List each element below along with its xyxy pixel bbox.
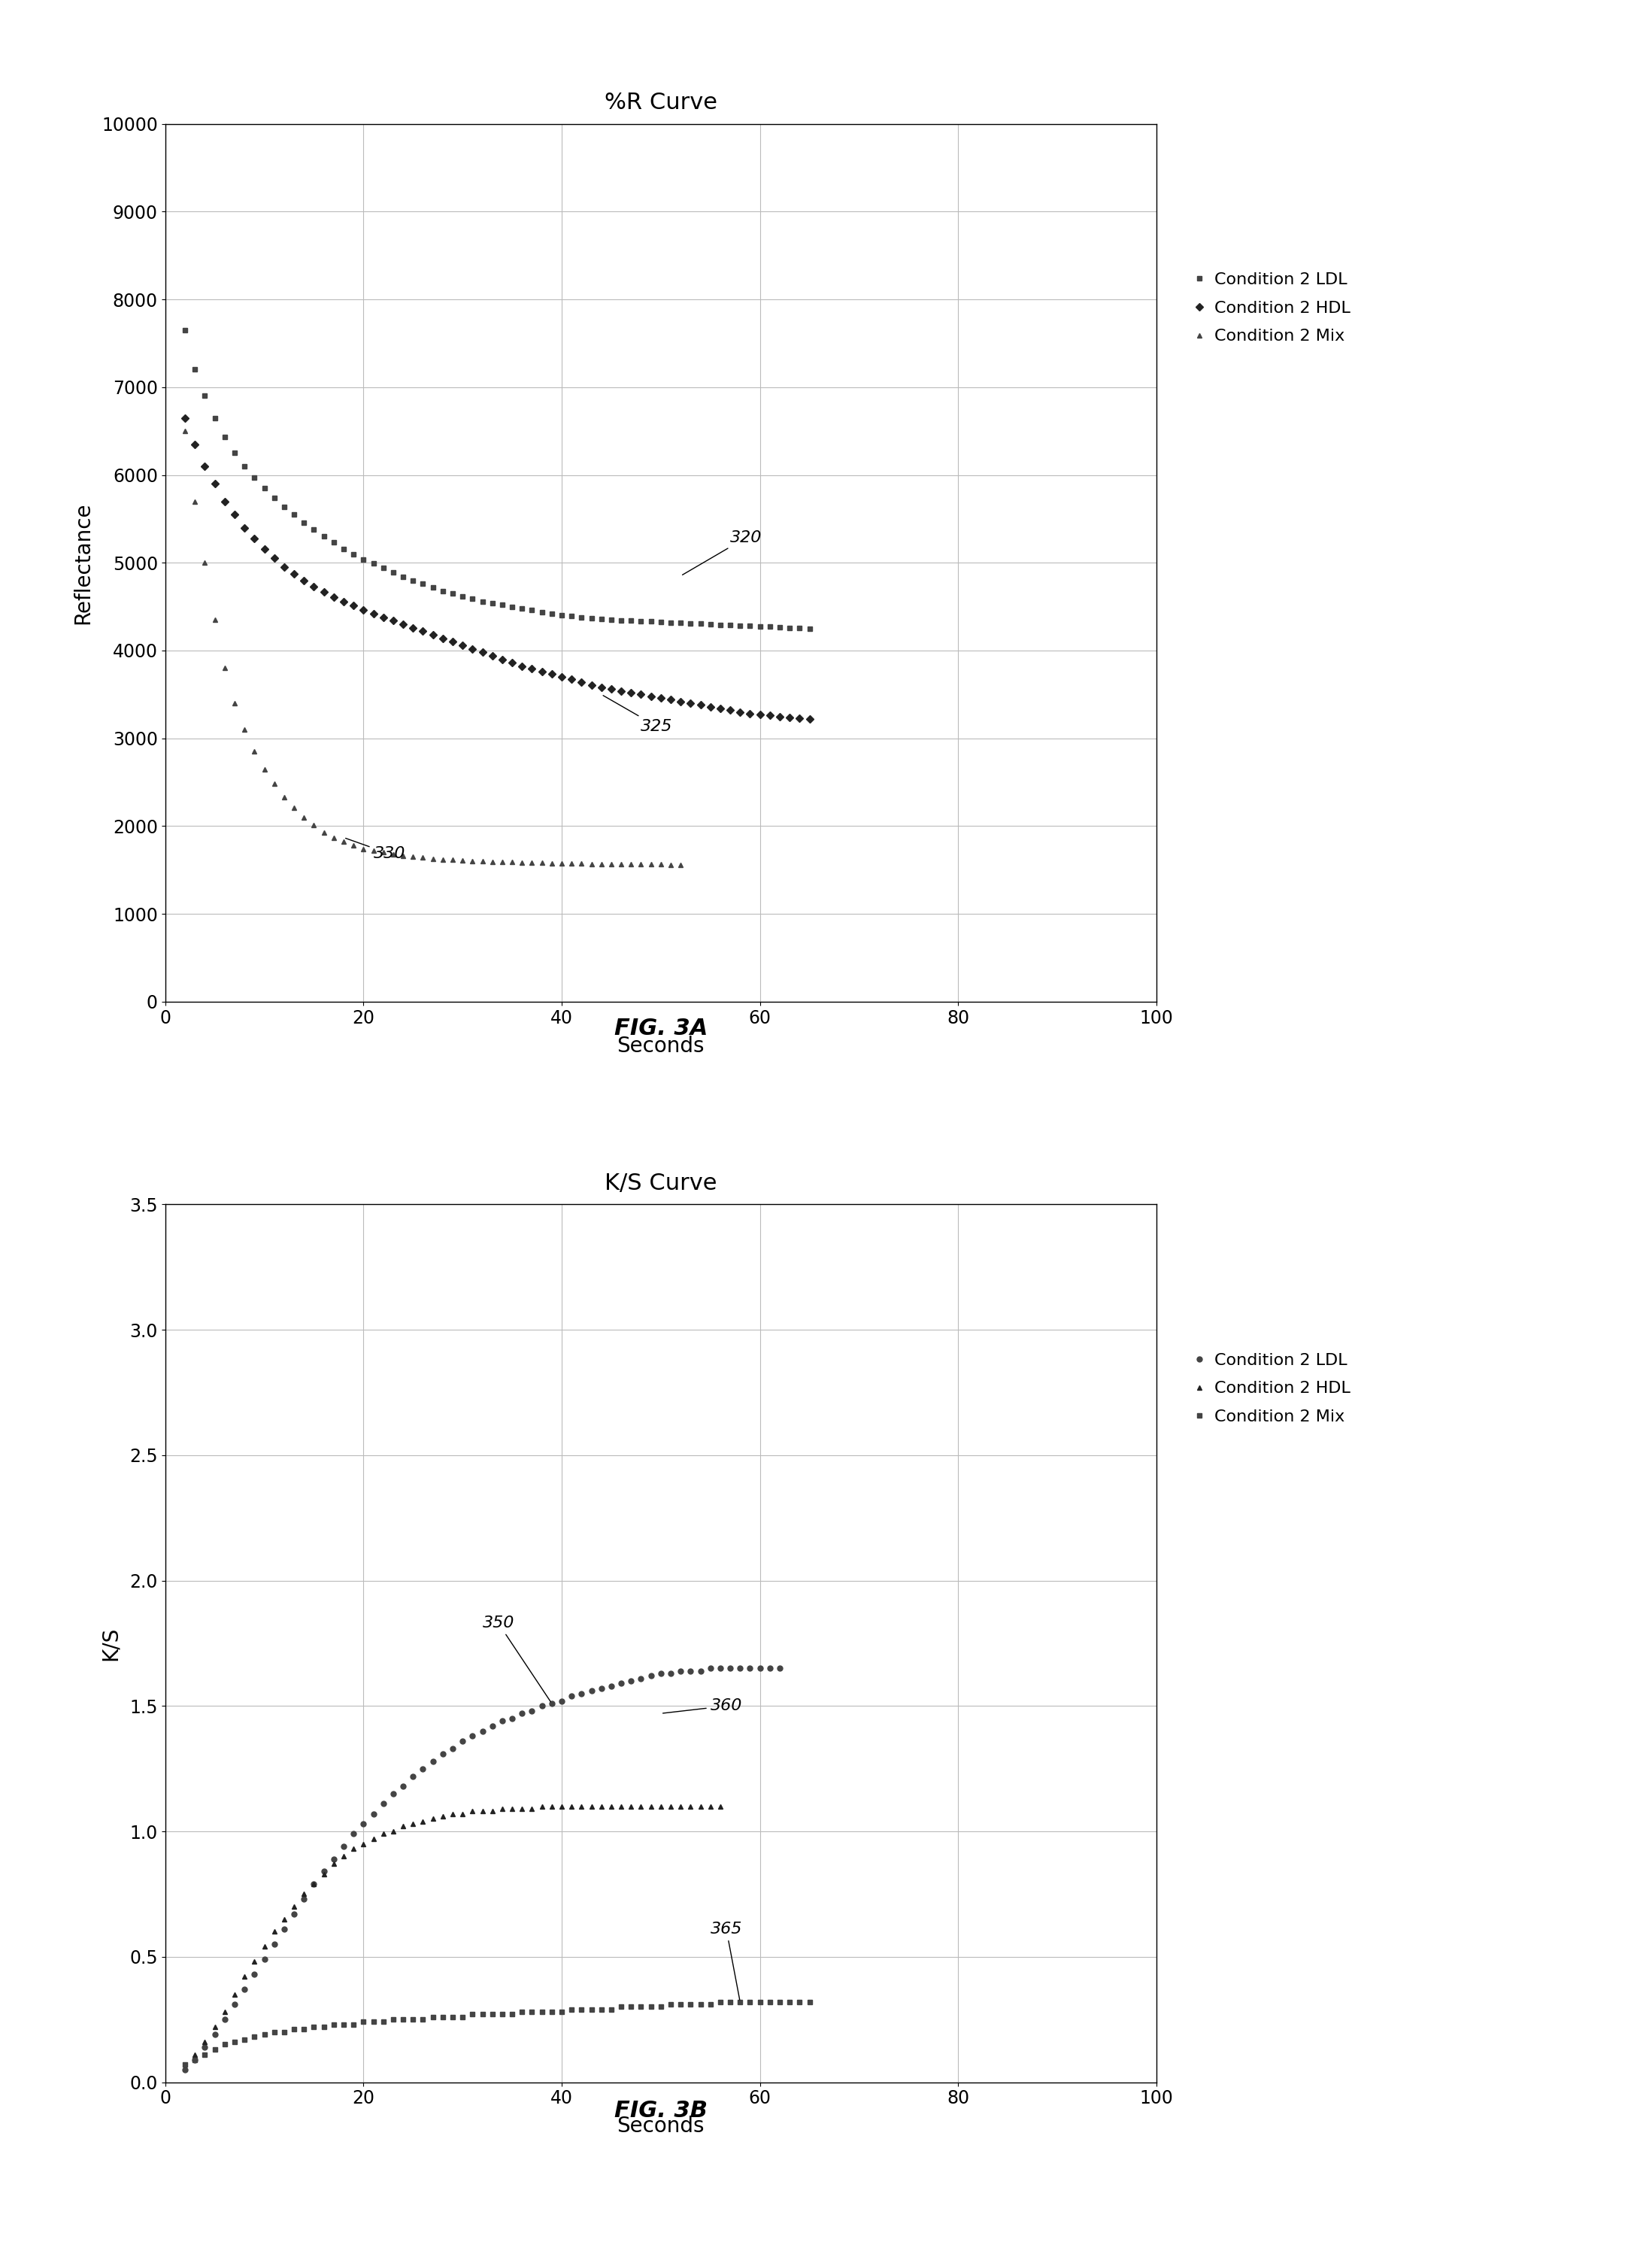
Condition 2 HDL bbox=[304, 1871, 324, 1898]
Condition 2 LDL bbox=[175, 2055, 195, 2082]
Condition 2 HDL bbox=[582, 671, 601, 698]
Line: Condition 2 HDL: Condition 2 HDL bbox=[182, 414, 813, 723]
Text: FIG. 3A: FIG. 3A bbox=[615, 1017, 707, 1040]
Condition 2 Mix bbox=[532, 849, 552, 876]
Text: 325: 325 bbox=[603, 696, 672, 734]
Condition 2 Mix bbox=[572, 1997, 591, 2024]
Condition 2 HDL bbox=[482, 642, 502, 669]
Condition 2 HDL bbox=[522, 655, 542, 682]
Condition 2 HDL bbox=[235, 1963, 254, 1990]
Condition 2 Mix bbox=[433, 2003, 453, 2030]
Condition 2 LDL bbox=[482, 590, 502, 617]
Legend: Condition 2 LDL, Condition 2 HDL, Condition 2 Mix: Condition 2 LDL, Condition 2 HDL, Condit… bbox=[1184, 1344, 1360, 1434]
Text: FIG. 3B: FIG. 3B bbox=[615, 2100, 707, 2123]
Condition 2 HDL bbox=[710, 1792, 730, 1819]
Condition 2 HDL bbox=[175, 405, 195, 432]
Line: Condition 2 Mix: Condition 2 Mix bbox=[182, 1999, 813, 2066]
Condition 2 LDL bbox=[383, 1781, 403, 1808]
Condition 2 LDL bbox=[314, 1857, 334, 1884]
Condition 2 HDL bbox=[661, 1792, 681, 1819]
Condition 2 LDL bbox=[522, 597, 542, 624]
Line: Condition 2 LDL: Condition 2 LDL bbox=[182, 326, 813, 630]
Text: 365: 365 bbox=[710, 1922, 742, 1999]
Condition 2 Mix bbox=[482, 2001, 502, 2028]
Condition 2 HDL bbox=[175, 2051, 195, 2078]
Condition 2 LDL bbox=[175, 317, 195, 344]
Condition 2 LDL bbox=[572, 603, 591, 630]
Condition 2 LDL bbox=[800, 615, 819, 642]
Condition 2 Mix bbox=[502, 849, 522, 876]
Condition 2 Mix bbox=[582, 1997, 601, 2024]
Legend: Condition 2 LDL, Condition 2 HDL, Condition 2 Mix: Condition 2 LDL, Condition 2 HDL, Condit… bbox=[1184, 263, 1360, 353]
Condition 2 LDL bbox=[254, 475, 274, 502]
Condition 2 Mix bbox=[710, 1988, 730, 2015]
Line: Condition 2 HDL: Condition 2 HDL bbox=[182, 1803, 724, 2066]
Text: 350: 350 bbox=[482, 1616, 550, 1702]
Condition 2 LDL bbox=[433, 576, 453, 603]
Condition 2 LDL bbox=[582, 606, 601, 633]
X-axis label: Seconds: Seconds bbox=[616, 2116, 705, 2136]
Condition 2 HDL bbox=[800, 705, 819, 732]
Condition 2 LDL bbox=[492, 1709, 512, 1736]
Condition 2 Mix bbox=[334, 828, 354, 855]
Y-axis label: Reflectance: Reflectance bbox=[73, 502, 93, 624]
Line: Condition 2 Mix: Condition 2 Mix bbox=[182, 428, 684, 867]
Condition 2 LDL bbox=[770, 1654, 790, 1681]
Condition 2 Mix bbox=[671, 851, 691, 878]
Line: Condition 2 LDL: Condition 2 LDL bbox=[182, 1666, 783, 2073]
Condition 2 LDL bbox=[691, 1657, 710, 1684]
Condition 2 HDL bbox=[274, 1907, 294, 1934]
Condition 2 Mix bbox=[254, 2021, 274, 2048]
X-axis label: Seconds: Seconds bbox=[616, 1035, 705, 1056]
Text: 360: 360 bbox=[662, 1700, 742, 1713]
Condition 2 Mix bbox=[800, 1988, 819, 2015]
Text: 320: 320 bbox=[682, 531, 762, 574]
Condition 2 Mix bbox=[175, 2051, 195, 2078]
Condition 2 HDL bbox=[373, 1821, 393, 1848]
Condition 2 HDL bbox=[532, 1792, 552, 1819]
Condition 2 LDL bbox=[532, 1693, 552, 1720]
Y-axis label: K/S: K/S bbox=[101, 1625, 121, 1661]
Condition 2 Mix bbox=[284, 795, 304, 822]
Condition 2 HDL bbox=[254, 536, 274, 563]
Condition 2 Mix bbox=[661, 851, 681, 878]
Condition 2 Mix bbox=[175, 416, 195, 443]
Text: 330: 330 bbox=[345, 837, 405, 862]
Condition 2 HDL bbox=[572, 669, 591, 696]
Condition 2 Mix bbox=[324, 824, 344, 851]
Condition 2 LDL bbox=[294, 1886, 314, 1913]
Title: K/S Curve: K/S Curve bbox=[605, 1173, 717, 1195]
Condition 2 LDL bbox=[700, 1654, 720, 1681]
Condition 2 Mix bbox=[522, 1999, 542, 2026]
Title: %R Curve: %R Curve bbox=[605, 92, 717, 115]
Condition 2 HDL bbox=[433, 626, 453, 653]
Condition 2 HDL bbox=[700, 1792, 720, 1819]
